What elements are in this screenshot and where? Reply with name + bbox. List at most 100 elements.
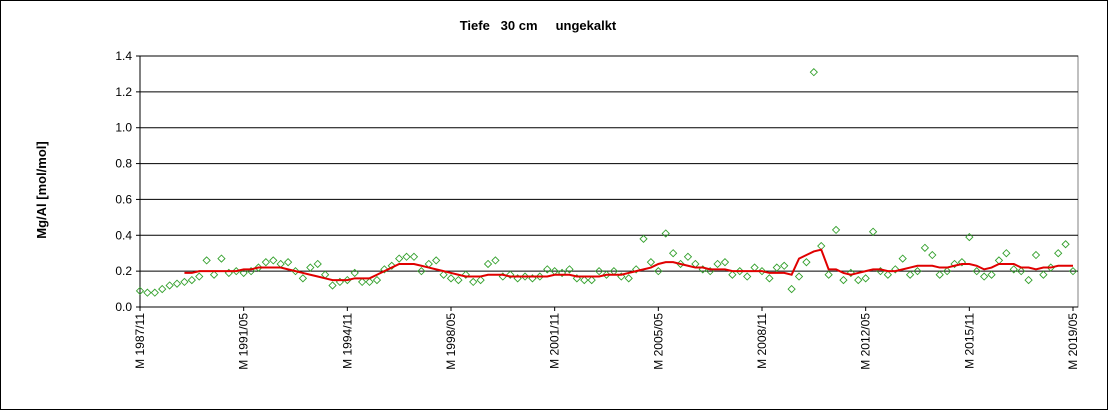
data-point <box>387 261 396 270</box>
data-point <box>809 67 818 77</box>
data-point <box>506 270 515 279</box>
data-point <box>217 254 226 263</box>
data-point <box>476 275 485 285</box>
data-point <box>454 275 463 285</box>
data-point <box>417 267 426 276</box>
data-point <box>794 272 804 281</box>
x-tick-label: M 2001/11 <box>548 313 562 369</box>
data-point <box>254 263 263 272</box>
x-tick-label: M 2012/05 <box>859 313 873 370</box>
data-point <box>202 256 211 265</box>
data-point <box>1068 267 1078 276</box>
y-tick-label: 0.0 <box>115 300 132 314</box>
data-point <box>143 288 152 297</box>
data-point <box>965 232 974 242</box>
data-point <box>535 272 544 281</box>
data-point <box>980 272 989 281</box>
data-point <box>891 265 900 274</box>
data-point <box>631 265 641 274</box>
y-tick-label: 1.0 <box>115 121 132 135</box>
data-point <box>1031 250 1041 260</box>
data-point <box>365 277 374 287</box>
plot-area <box>139 55 1079 308</box>
data-point <box>972 267 981 276</box>
data-point <box>1061 240 1070 249</box>
x-tick-label: M 1987/11 <box>133 313 147 369</box>
data-point <box>868 227 878 236</box>
data-point <box>195 272 204 281</box>
data-point <box>239 268 248 278</box>
data-point <box>261 258 271 267</box>
trend-line <box>184 248 1073 282</box>
data-point <box>839 275 848 285</box>
y-axis-label: Mg/Al [mol/mol] <box>34 141 49 239</box>
data-point <box>306 263 315 272</box>
y-tick-label: 0.6 <box>115 192 132 206</box>
data-point <box>935 270 944 279</box>
data-point <box>565 265 574 274</box>
data-point <box>861 274 870 283</box>
data-point <box>158 284 167 294</box>
data-point <box>187 275 196 285</box>
data-point <box>469 277 478 287</box>
data-point <box>395 254 404 263</box>
data-point <box>602 270 611 279</box>
data-point <box>520 272 530 281</box>
x-tick-label: M 2015/11 <box>962 313 976 369</box>
y-tick-label: 0.8 <box>115 157 132 171</box>
data-point <box>950 259 959 269</box>
x-tick-label: M 1991/05 <box>237 313 251 370</box>
data-point <box>743 272 752 281</box>
data-point <box>1039 270 1048 279</box>
data-point <box>350 268 359 278</box>
y-tick-label: 0.4 <box>115 228 132 242</box>
data-point <box>683 252 693 261</box>
x-tick-label: M 2019/05 <box>1066 313 1080 370</box>
data-point <box>432 256 441 265</box>
data-point <box>661 229 670 238</box>
data-point <box>720 258 730 267</box>
x-tick-label: M 2008/11 <box>755 313 769 369</box>
data-point <box>713 259 722 269</box>
data-point <box>358 277 367 287</box>
data-point <box>461 270 470 279</box>
data-point <box>380 265 389 274</box>
data-point <box>402 252 411 261</box>
data-point <box>580 275 589 285</box>
data-point <box>1017 267 1026 276</box>
data-point <box>483 259 493 269</box>
data-point <box>439 270 448 279</box>
data-point <box>735 267 744 276</box>
data-point <box>728 270 737 279</box>
data-point <box>165 281 174 290</box>
y-tick-label: 1.4 <box>115 49 132 63</box>
data-point <box>491 256 500 265</box>
data-point <box>172 279 182 288</box>
data-point <box>328 281 337 290</box>
data-point <box>646 258 656 267</box>
x-tick-label: M 1998/05 <box>444 313 458 370</box>
data-point <box>898 254 907 263</box>
data-point <box>654 267 663 276</box>
data-point <box>313 259 322 269</box>
data-point <box>209 270 219 279</box>
data-point <box>957 258 967 267</box>
data-point <box>150 288 159 297</box>
data-point <box>269 256 278 265</box>
data-point <box>1024 275 1033 285</box>
x-tick-label: M 1994/11 <box>340 313 354 369</box>
y-tick-label: 1.2 <box>115 85 132 99</box>
data-point <box>913 267 922 276</box>
data-point <box>854 275 863 285</box>
data-point <box>543 265 552 274</box>
data-point <box>765 274 774 283</box>
data-point <box>802 258 811 267</box>
data-point <box>787 284 796 294</box>
data-point <box>942 267 952 276</box>
data-point <box>639 234 648 244</box>
data-point <box>1009 265 1018 274</box>
data-point <box>298 274 308 283</box>
data-point <box>987 270 996 279</box>
data-point <box>594 267 604 276</box>
